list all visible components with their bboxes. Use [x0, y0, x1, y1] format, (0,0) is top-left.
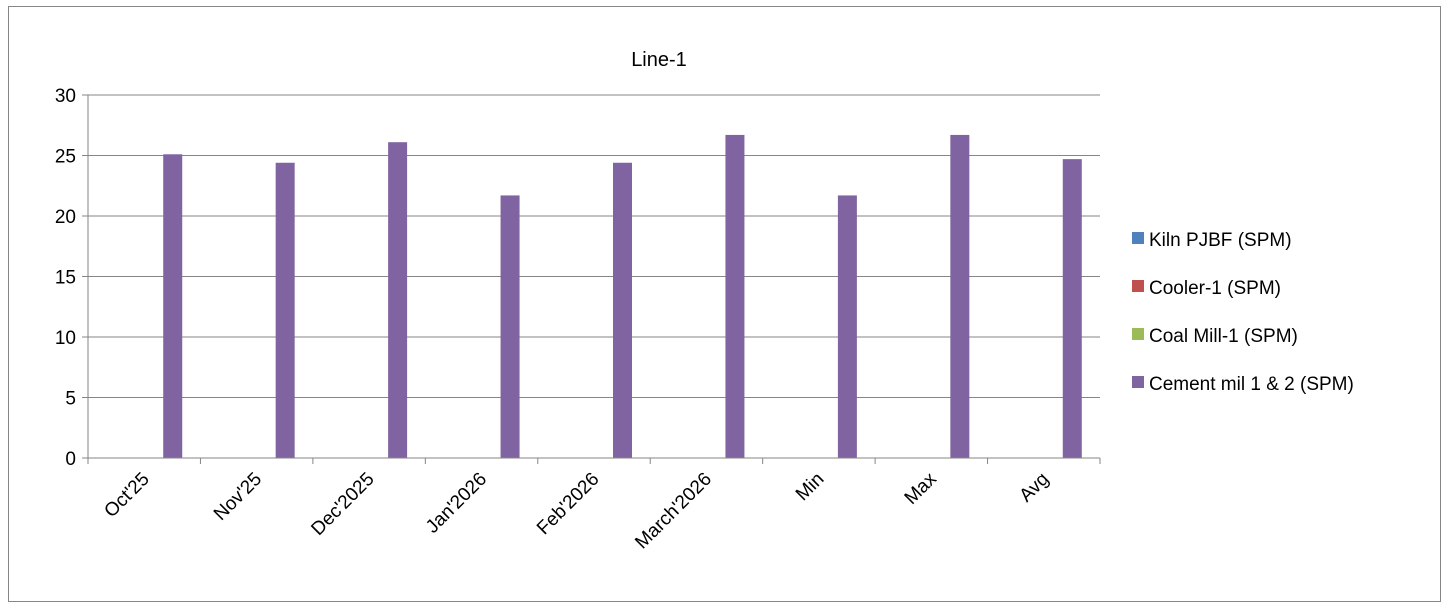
x-tick-label: Min [792, 469, 829, 506]
chart-svg: Line-1 0 5 10 15 20 25 30 Oct'25 Nov'25 Dec'2025… [55, 49, 1354, 553]
legend-label: Coal Mill-1 (SPM) [1149, 326, 1298, 347]
x-tick-label: March'2026 [631, 469, 716, 554]
axes [82, 94, 1101, 464]
bar [275, 162, 295, 458]
bar [1062, 159, 1082, 458]
legend-swatch [1132, 280, 1144, 292]
y-tick-label: 25 [55, 147, 76, 168]
bar [500, 195, 520, 458]
legend-label: Kiln PJBF (SPM) [1149, 230, 1292, 251]
x-tick-label: Feb'2026 [533, 469, 603, 539]
chart-frame: Line-1 0 5 10 15 20 25 30 Oct'25 Nov'25 Dec'2025… [8, 6, 1441, 602]
y-tick-label: 30 [55, 86, 76, 107]
gridlines [88, 94, 1100, 398]
bar [725, 134, 745, 458]
x-tick-label: Dec'2025 [307, 469, 378, 540]
y-tick-label: 0 [65, 449, 76, 470]
bars [163, 134, 1082, 459]
x-tick-label: Jan'2026 [422, 469, 491, 538]
y-tick-label: 20 [55, 207, 76, 228]
bar [613, 162, 632, 458]
y-tick-label: 15 [55, 268, 76, 289]
legend-label: Cement mil 1 & 2 (SPM) [1149, 374, 1354, 395]
legend-swatch [1132, 232, 1144, 244]
x-tick-label: Nov'25 [210, 469, 266, 525]
y-tick-label: 10 [55, 328, 76, 349]
bar [388, 142, 408, 458]
y-tick-labels: 0 5 10 15 20 25 30 [55, 86, 76, 470]
legend-label: Cooler-1 (SPM) [1149, 278, 1281, 299]
bar [950, 134, 970, 458]
bar [837, 195, 857, 458]
chart-title: Line-1 [631, 49, 687, 71]
x-tick-label: Oct'25 [100, 469, 153, 522]
legend: Kiln PJBF (SPM) Cooler-1 (SPM) Coal Mill-1… [1132, 230, 1354, 395]
x-tick-label: Avg [1016, 469, 1054, 507]
legend-swatch [1132, 376, 1144, 388]
x-tick-label: Max [901, 468, 942, 509]
x-tick-labels: Oct'25 Nov'25 Dec'2025 Jan'2026 Feb'2026 Marc… [100, 468, 1053, 553]
legend-swatch [1132, 328, 1144, 340]
bar [163, 154, 183, 459]
y-tick-label: 5 [65, 389, 76, 410]
